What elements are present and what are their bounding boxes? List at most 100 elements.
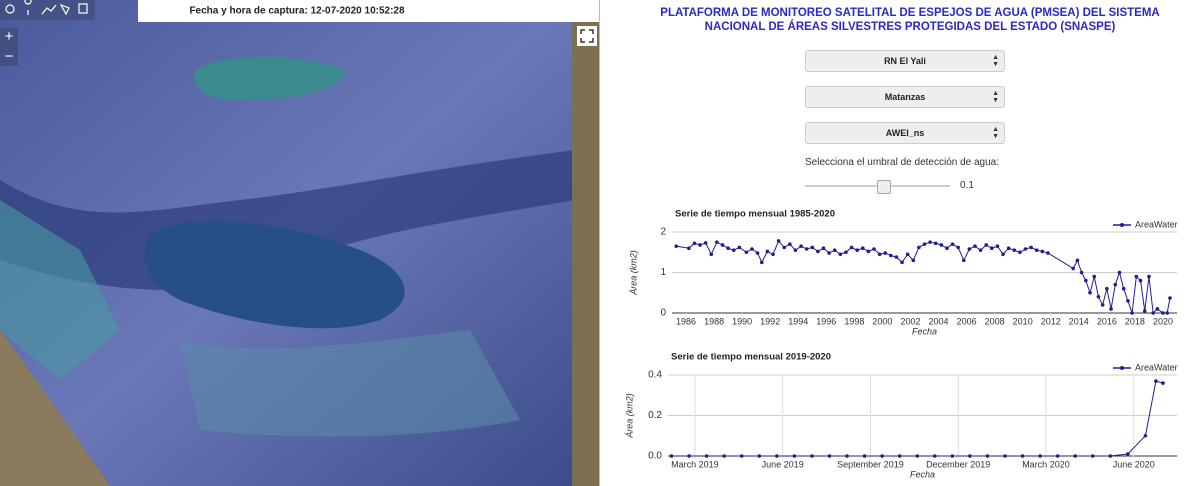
tool-rect[interactable] [78,3,88,14]
point [1168,296,1172,300]
point [950,454,955,458]
select[interactable]: AWEI_ns ▲ ▼ [805,122,1005,144]
slider-thumb[interactable] [877,180,891,194]
y-tick-label: 0.2 [648,410,662,421]
select[interactable]: RN El Yali ▲ ▼ [805,50,1005,72]
point [1100,303,1105,307]
chart-title: Serie de tiempo mensual 1985-2020 [675,209,835,220]
y-tick-label: 1 [660,267,666,278]
tool-hand[interactable] [5,4,15,14]
panel-title: PLATAFORMA DE MONITOREO SATELITAL DE ESP… [660,7,1160,33]
point [1105,286,1109,291]
point [1121,286,1126,291]
x-tick-label: 1998 [844,316,864,326]
point [1084,278,1088,283]
x-tick-label: March 2020 [1022,459,1070,469]
point [973,244,977,248]
point [1023,247,1028,251]
point [1075,258,1080,263]
point [722,454,726,458]
x-tick-label: 1992 [760,316,780,326]
toolbar [0,0,95,20]
point [757,454,762,458]
tool-shape[interactable] [59,3,70,16]
tool-point[interactable] [24,0,32,15]
point [985,454,990,458]
point [933,241,938,246]
zoom-box [0,28,18,66]
y-tick-label: 0.0 [648,451,662,462]
caption-box [138,0,600,22]
point [883,251,888,255]
y-tick-label: 0.4 [648,370,662,381]
tool-line[interactable] [41,4,57,15]
point [880,454,884,458]
divider [599,0,600,486]
select-arrow: ▲ ▼ [992,90,999,104]
point [922,242,927,246]
point [1147,274,1151,279]
x-tick-label: 1988 [704,316,724,326]
fullscreen[interactable] [577,26,597,46]
x-tick-label: 2020 [1153,316,1173,326]
point [905,252,910,257]
x-tick-label: 2010 [1013,316,1033,326]
field [180,330,520,437]
y-tick-label: 0 [660,308,666,319]
point [1040,249,1045,254]
slider-value: 0.1 [960,180,974,191]
point [782,245,787,250]
point [915,454,920,458]
point [945,246,949,250]
point [1090,454,1095,458]
point [1003,454,1007,458]
x-tick-label: 1996 [816,316,836,326]
y-axis-label: Área (km2) [624,393,634,439]
point [866,249,871,254]
terrain-strip [572,0,600,486]
point [1001,252,1005,257]
lagoon [144,220,405,329]
point [855,248,859,253]
point [793,248,798,253]
zoom-in[interactable]: + [5,28,14,45]
point [687,454,691,458]
point [792,454,797,458]
point [737,245,742,250]
x-tick-label: 2012 [1041,316,1061,326]
x-tick-label: 1986 [676,316,696,326]
point [827,454,832,458]
point [827,251,831,255]
x-tick-label: June 2020 [1113,459,1155,469]
point [1071,266,1075,271]
point [1029,245,1033,250]
x-tick-label: June 2019 [762,459,804,469]
point [1038,454,1042,458]
point [739,454,744,458]
channel [0,150,575,290]
chart-title: Serie de tiempo mensual 2019-2020 [671,352,831,363]
point [1165,311,1169,315]
x-axis-label: Fecha [912,326,937,336]
x-tick-label: December 2019 [926,459,990,469]
point [776,239,781,243]
point [1130,311,1134,315]
point [750,247,754,251]
point [897,454,902,458]
point [1126,452,1130,456]
x-tick-label: 2002 [900,316,920,326]
map[interactable]: Fecha y hora de captura: 12-07-2020 10:5… [0,0,600,486]
point [1155,307,1160,311]
x-tick-label: 2000 [872,316,892,326]
point [956,245,960,250]
point [771,252,775,257]
point [844,250,848,255]
zoom-out[interactable]: − [5,48,14,65]
select[interactable]: Matanzas ▲ ▼ [805,86,1005,108]
point [1161,311,1165,315]
point [744,250,749,255]
x-tick-label: 2014 [1069,316,1089,326]
point [849,245,854,250]
point [1006,246,1011,250]
